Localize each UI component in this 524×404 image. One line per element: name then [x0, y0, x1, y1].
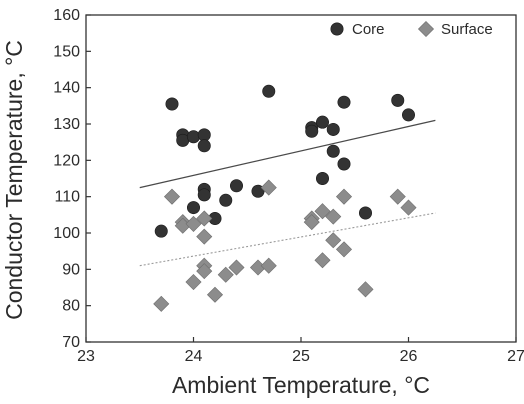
- surface-point: [196, 210, 213, 227]
- surface-point: [260, 179, 277, 196]
- core-point: [197, 188, 211, 202]
- core-point: [187, 130, 201, 144]
- core-point: [358, 206, 372, 220]
- x-tick-label: 23: [77, 348, 95, 365]
- y-tick-label: 160: [53, 7, 80, 24]
- core-point: [230, 179, 244, 193]
- surface-point: [314, 252, 331, 269]
- core-point: [401, 108, 415, 122]
- surface-point: [185, 215, 202, 232]
- surface-point: [400, 199, 417, 216]
- core-point: [391, 93, 405, 107]
- x-tick-label: 25: [292, 348, 310, 365]
- core-point: [315, 115, 329, 129]
- surface-point: [196, 263, 213, 280]
- core-point: [305, 124, 319, 138]
- surface-point: [335, 241, 353, 258]
- core-point: [315, 172, 329, 186]
- surface-point: [389, 188, 406, 205]
- y-tick-label: 70: [62, 334, 80, 351]
- surface-point: [314, 203, 331, 220]
- x-tick-label: 26: [400, 348, 418, 365]
- core-point: [154, 224, 168, 238]
- surface-point: [357, 281, 374, 298]
- core-trendline: [139, 119, 436, 189]
- y-tick-label: 90: [62, 261, 80, 278]
- x-axis-title: Ambient Temperature, °C: [172, 372, 430, 398]
- surface-point: [303, 214, 320, 231]
- legend: Core Surface: [330, 20, 493, 38]
- surface-point: [185, 274, 202, 291]
- surface-point: [153, 295, 170, 312]
- surface-point: [196, 228, 213, 245]
- surface-point: [325, 232, 342, 249]
- y-tick-label: 130: [53, 116, 80, 133]
- core-point: [197, 128, 211, 142]
- surface-point: [206, 286, 224, 303]
- core-legend-label: Core: [352, 21, 385, 38]
- y-tick-label: 80: [62, 298, 80, 315]
- core-point: [219, 193, 233, 207]
- plot-frame: [85, 14, 517, 343]
- y-tick-label: 150: [53, 43, 80, 60]
- y-tick-label: 120: [53, 152, 80, 169]
- y-tick-label: 110: [54, 189, 80, 206]
- surface-legend-marker: [417, 20, 435, 38]
- surface-point: [260, 257, 277, 274]
- x-tick-label: 27: [507, 348, 524, 365]
- surface-point: [325, 208, 342, 225]
- surface-point: [217, 266, 234, 283]
- core-point: [187, 201, 201, 215]
- core-point: [337, 95, 351, 109]
- core-point: [326, 144, 340, 158]
- core-point: [337, 157, 351, 171]
- y-axis-title: Conductor Temperature, °C: [1, 40, 27, 320]
- core-point: [165, 97, 179, 111]
- core-point: [262, 84, 276, 98]
- surface-point: [335, 188, 353, 205]
- core-legend-marker: [330, 22, 344, 36]
- surface-point: [163, 188, 181, 205]
- x-tick-label: 24: [185, 348, 203, 365]
- core-point: [326, 122, 340, 136]
- core-point: [197, 139, 211, 153]
- y-tick-label: 140: [53, 80, 80, 97]
- y-tick-label: 100: [53, 225, 80, 242]
- surface-point: [228, 259, 245, 276]
- core-point: [251, 184, 265, 198]
- surface-legend-label: Surface: [441, 21, 493, 38]
